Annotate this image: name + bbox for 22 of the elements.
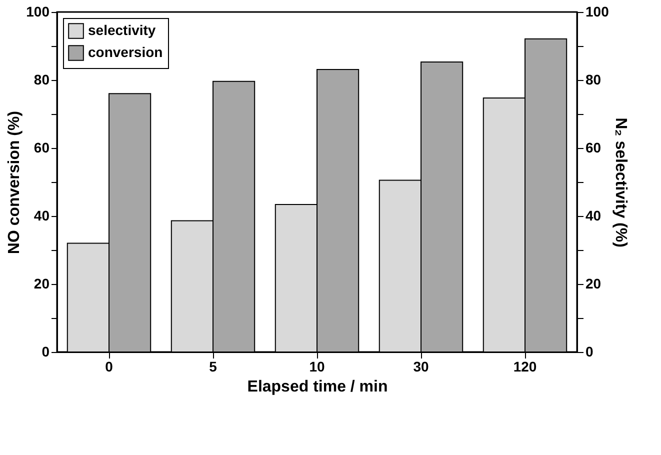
x-tick-label: 5: [209, 358, 218, 374]
y2-axis-title: N₂ selectivity (%): [612, 118, 629, 248]
x-axis-title: Elapsed time / min: [247, 378, 388, 396]
y-axis-title: NO conversion (%): [6, 110, 24, 254]
y-tick-label: 80: [34, 72, 50, 88]
y-tick-label: 40: [34, 208, 50, 224]
y2-tick-label: 20: [586, 276, 602, 292]
y-tick-label: 0: [42, 344, 50, 360]
x-tick-label: 30: [413, 358, 429, 374]
x-tick-label: 10: [309, 358, 325, 374]
y2-tick-label: 60: [586, 140, 602, 156]
y-tick-label: 20: [34, 276, 50, 292]
x-tick-label: 120: [513, 358, 537, 374]
y2-tick-label: 40: [586, 208, 602, 224]
legend-label: selectivity: [88, 22, 156, 38]
y2-tick-label: 0: [586, 344, 594, 360]
x-tick-label: 0: [105, 358, 114, 374]
y-tick-label: 60: [34, 140, 50, 156]
legend-label: conversion: [88, 44, 163, 60]
y2-tick-label: 100: [586, 4, 610, 20]
y-tick-label: 100: [26, 4, 50, 20]
y2-tick-label: 80: [586, 72, 602, 88]
